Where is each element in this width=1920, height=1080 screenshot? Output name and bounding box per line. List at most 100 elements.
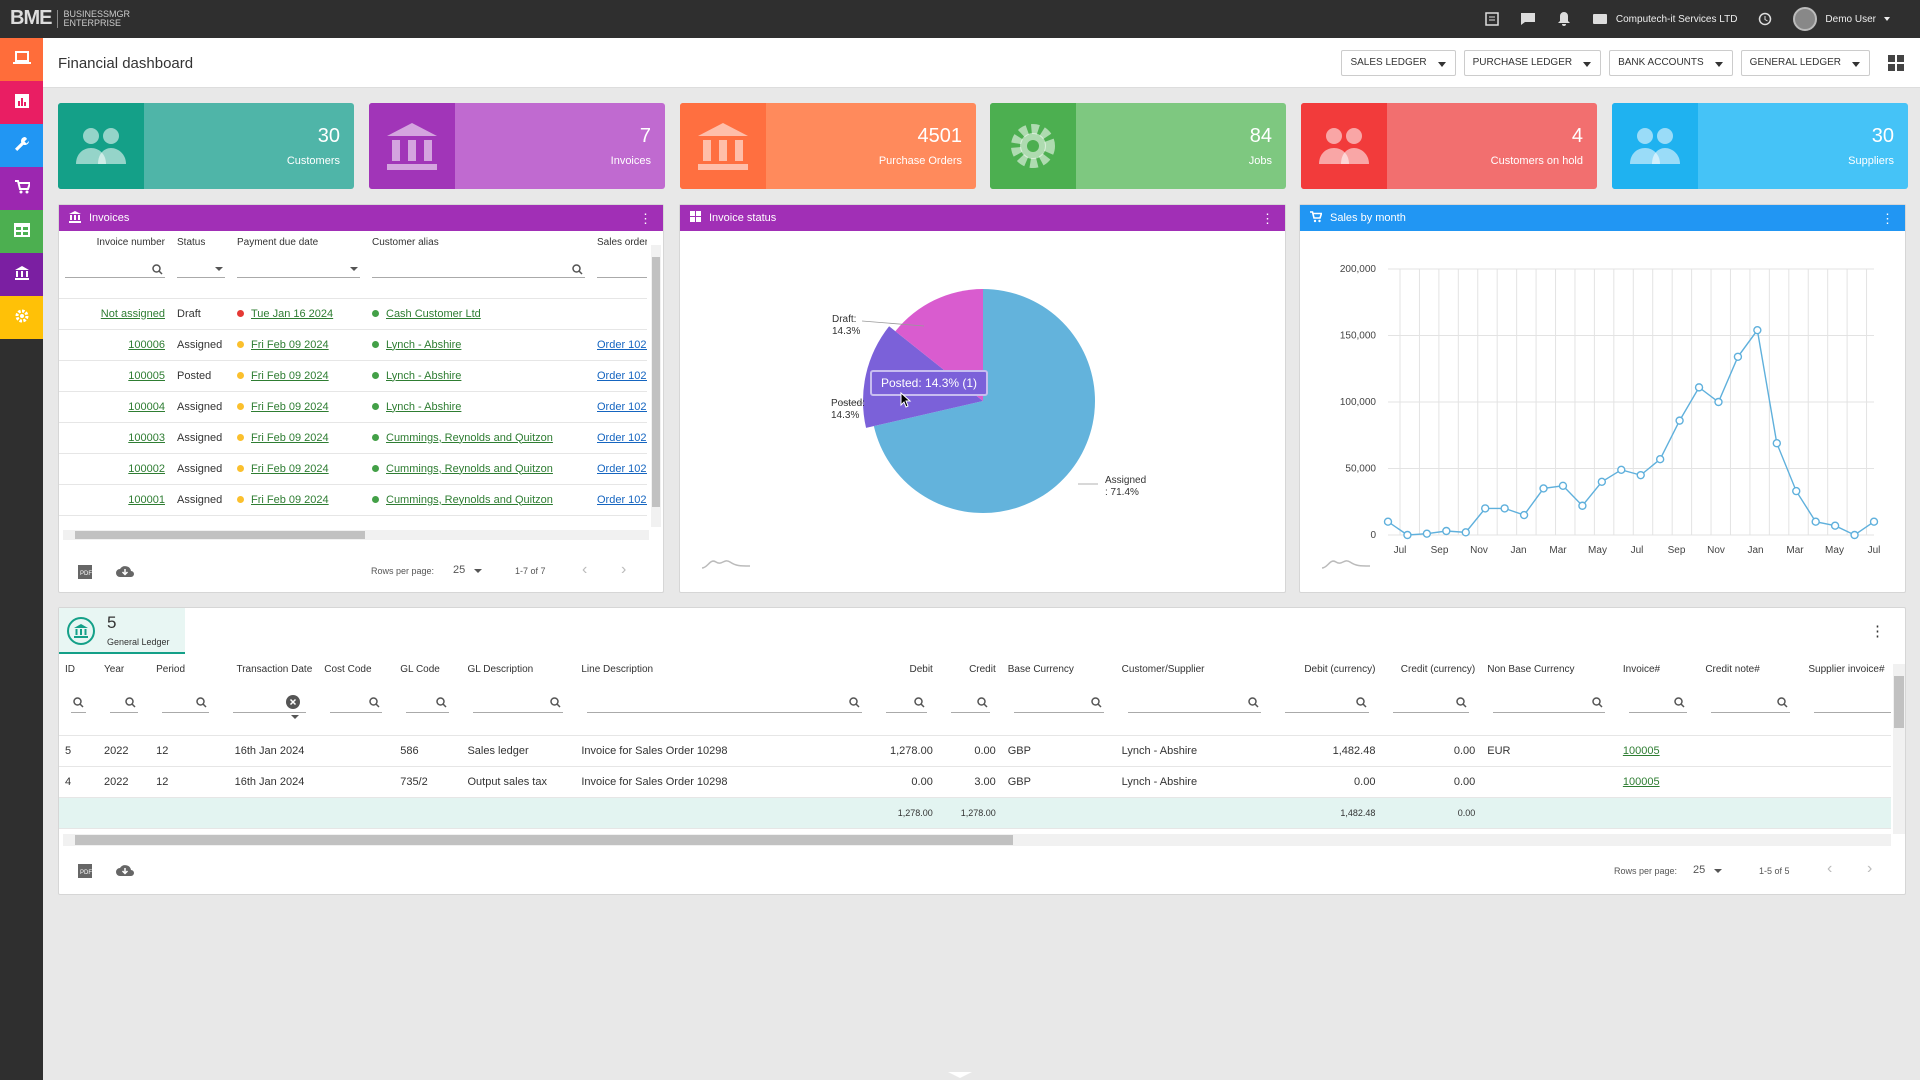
sales-point[interactable]	[1733, 352, 1743, 361]
cloud-download-icon[interactable]	[115, 863, 135, 880]
gl-filter-9[interactable]	[950, 693, 990, 713]
due-date-link[interactable]: Fri Feb 09 2024	[251, 493, 329, 506]
tile-customers[interactable]: 30 Customers	[58, 103, 354, 189]
sidebar-item-tools[interactable]	[0, 124, 43, 167]
general-ledger-dropdown[interactable]: GENERAL LEDGER	[1740, 50, 1870, 76]
invoice-number-link[interactable]: 100002	[128, 462, 165, 475]
sales-ledger-dropdown[interactable]: SALES LEDGER	[1341, 50, 1456, 76]
wallet-icon[interactable]	[1592, 11, 1608, 27]
table-row[interactable]: Not assigned Draft Tue Jan 16 2024 Cash Cus…	[59, 298, 647, 330]
gl-filter-14[interactable]	[1493, 693, 1605, 713]
gl-filter-17[interactable]	[1814, 693, 1891, 713]
tile-purchase-orders[interactable]: 4501 Purchase Orders	[680, 103, 976, 189]
col-invoice-number[interactable]: Invoice number	[96, 237, 165, 248]
table-row[interactable]: 5 2022 12 16th Jan 2024 586 Sales ledger Invoi…	[59, 735, 1891, 767]
gl-vertical-scrollbar[interactable]	[1893, 664, 1905, 834]
due-date-filter[interactable]	[237, 260, 360, 278]
gl-col-6[interactable]: GL Description	[467, 664, 534, 675]
gl-col-5[interactable]: GL Code	[400, 664, 440, 675]
sidebar-item-settings[interactable]	[0, 296, 43, 339]
customer-link[interactable]: Lynch - Abshire	[386, 338, 462, 351]
gl-col-2[interactable]: Period	[156, 664, 186, 675]
sales-order-link[interactable]: Order 1029	[597, 493, 647, 506]
sales-point[interactable]	[1383, 517, 1393, 526]
sales-point[interactable]	[1830, 521, 1840, 530]
gl-horizontal-scrollbar[interactable]	[63, 834, 1891, 846]
gl-col-4[interactable]: Cost Code	[324, 664, 372, 675]
sales-point[interactable]	[1422, 529, 1432, 538]
sales-point[interactable]	[1461, 528, 1470, 537]
sales-point[interactable]	[1772, 439, 1781, 448]
customer-link[interactable]: Cummings, Reynolds and Quitzon	[386, 431, 553, 444]
sales-point[interactable]	[1869, 517, 1879, 526]
sales-point[interactable]	[1480, 504, 1490, 513]
sales-order-link[interactable]: Order 1029	[597, 462, 647, 475]
gl-col-12[interactable]: Debit (currency)	[1304, 664, 1376, 675]
sales-point[interactable]	[1811, 517, 1820, 526]
due-date-link[interactable]: Fri Feb 09 2024	[251, 369, 329, 382]
collapse-handle-icon[interactable]	[948, 1072, 972, 1078]
gl-filter-12[interactable]	[1284, 693, 1370, 713]
pdf-icon[interactable]: PDF	[77, 863, 93, 882]
sidebar-item-reports[interactable]	[0, 81, 43, 124]
general-ledger-menu-icon[interactable]: ⋮	[1870, 623, 1885, 640]
chat-icon[interactable]	[1520, 11, 1536, 27]
layout-grid-icon[interactable]	[1888, 55, 1904, 74]
gl-filter-4[interactable]	[330, 693, 383, 713]
tile-suppliers[interactable]: 30 Suppliers	[1612, 103, 1908, 189]
gl-col-7[interactable]: Line Description	[581, 664, 654, 675]
due-date-link[interactable]: Fri Feb 09 2024	[251, 462, 329, 475]
customer-alias-filter[interactable]	[372, 260, 585, 278]
gl-filter-11[interactable]	[1127, 693, 1261, 713]
table-row[interactable]: 100002 Assigned Fri Feb 09 2024 Cummings, R…	[59, 453, 647, 485]
sales-point[interactable]	[1578, 501, 1587, 510]
table-row[interactable]: 100003 Assigned Fri Feb 09 2024 Cummings, R…	[59, 422, 647, 454]
gl-col-15[interactable]: Invoice#	[1622, 664, 1661, 675]
invoice-status-menu-icon[interactable]: ⋮	[1261, 211, 1274, 226]
table-row[interactable]: 100004 Assigned Fri Feb 09 2024 Lynch - Abs…	[59, 391, 647, 423]
gl-col-3[interactable]: Transaction Date	[236, 664, 313, 675]
sales-point[interactable]	[1519, 510, 1529, 520]
sales-order-link[interactable]: Order 1029	[597, 431, 647, 444]
invoice-number-link[interactable]: 100006	[128, 338, 165, 351]
gl-col-14[interactable]: Non Base Currency	[1487, 664, 1575, 675]
horizontal-scrollbar[interactable]	[63, 530, 649, 540]
gl-filter-8[interactable]	[885, 693, 927, 713]
sales-order-link[interactable]: Order 1029	[597, 400, 647, 413]
due-date-link[interactable]: Fri Feb 09 2024	[251, 400, 329, 413]
next-page-icon[interactable]: ›	[1867, 860, 1873, 877]
sales-by-month-menu-icon[interactable]: ⋮	[1881, 211, 1894, 226]
col-status[interactable]: Status	[177, 237, 206, 248]
tile-invoices[interactable]: 7 Invoices	[369, 103, 665, 189]
invoice-number-link[interactable]: 100004	[128, 400, 165, 413]
sales-point[interactable]	[1753, 325, 1762, 335]
sales-point[interactable]	[1442, 526, 1451, 536]
table-row[interactable]: 100006 Assigned Fri Feb 09 2024 Lynch - Abs…	[59, 329, 647, 361]
gl-filter-13[interactable]	[1393, 693, 1470, 713]
table-row[interactable]: 100005 Posted Fri Feb 09 2024 Lynch - Abshi…	[59, 360, 647, 392]
gl-filter-5[interactable]	[406, 693, 450, 713]
gl-filter-7[interactable]	[587, 693, 862, 713]
col-sales-order[interactable]: Sales order	[597, 237, 647, 248]
customer-link[interactable]: Cummings, Reynolds and Quitzon	[386, 462, 553, 475]
sales-order-filter[interactable]	[597, 260, 647, 278]
sidebar-item-banking[interactable]	[0, 253, 43, 296]
due-date-link[interactable]: Fri Feb 09 2024	[251, 338, 329, 351]
company-name[interactable]: Computech-it Services LTD	[1615, 13, 1738, 25]
gl-rows-per-page-select[interactable]: 25	[1693, 864, 1723, 876]
vertical-scrollbar[interactable]	[651, 245, 661, 527]
sidebar-item-sales[interactable]	[0, 167, 43, 210]
gl-col-11[interactable]: Customer/Supplier	[1121, 664, 1205, 675]
sales-point[interactable]	[1850, 530, 1859, 540]
status-filter[interactable]	[177, 260, 225, 278]
customer-link[interactable]: Lynch - Abshire	[386, 400, 462, 413]
col-customer-alias[interactable]: Customer alias	[372, 237, 439, 248]
cloud-download-icon[interactable]	[115, 564, 135, 581]
history-icon[interactable]	[1757, 11, 1773, 27]
sales-point[interactable]	[1597, 477, 1607, 487]
gl-filter-0[interactable]	[71, 693, 87, 713]
sales-point[interactable]	[1714, 397, 1723, 407]
next-page-icon[interactable]: ›	[621, 561, 627, 578]
pie-slice-assigned[interactable]	[873, 289, 1095, 513]
customer-link[interactable]: Cash Customer Ltd	[386, 307, 481, 320]
